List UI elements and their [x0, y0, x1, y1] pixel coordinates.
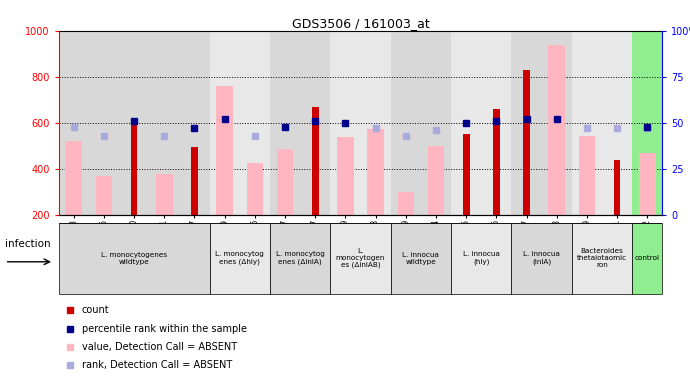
Text: percentile rank within the sample: percentile rank within the sample [81, 324, 246, 334]
Text: L. monocytog
enes (Δhly): L. monocytog enes (Δhly) [215, 252, 264, 265]
Bar [270, 223, 331, 294]
Bar [451, 31, 511, 215]
Bar [463, 134, 469, 215]
Bar [331, 223, 391, 294]
Bar [210, 31, 270, 215]
Text: value, Detection Call = ABSENT: value, Detection Call = ABSENT [81, 342, 237, 352]
Bar [397, 192, 414, 215]
Text: L. innocua
wildtype: L. innocua wildtype [402, 252, 440, 265]
Bar [337, 137, 354, 215]
Text: L. innocua
(inlA): L. innocua (inlA) [523, 252, 560, 265]
Bar [523, 70, 530, 215]
Bar [156, 174, 172, 215]
Bar [210, 223, 270, 294]
Bar [391, 31, 451, 215]
Bar [246, 164, 263, 215]
Bar [639, 153, 656, 215]
Text: count: count [81, 305, 109, 316]
Bar [428, 146, 444, 215]
Bar [579, 136, 595, 215]
Text: L. innocua
(hly): L. innocua (hly) [463, 252, 500, 265]
Bar [191, 147, 198, 215]
Bar [632, 31, 662, 215]
Bar [66, 141, 82, 215]
Bar [572, 223, 632, 294]
Text: rank, Detection Call = ABSENT: rank, Detection Call = ABSENT [81, 360, 232, 370]
Text: L. monocytogenes
wildtype: L. monocytogenes wildtype [101, 252, 167, 265]
Bar [59, 31, 210, 215]
Bar [549, 45, 565, 215]
Bar [391, 223, 451, 294]
Bar [131, 118, 137, 215]
Bar [96, 176, 112, 215]
Bar [451, 223, 511, 294]
Bar [493, 109, 500, 215]
Bar [217, 86, 233, 215]
Bar [277, 149, 293, 215]
Bar [511, 223, 572, 294]
Text: infection: infection [5, 239, 50, 249]
Bar [632, 223, 662, 294]
Bar [511, 31, 572, 215]
Text: L.
monocytogen
es (ΔinlAB): L. monocytogen es (ΔinlAB) [336, 248, 385, 268]
Text: control: control [635, 255, 660, 261]
Title: GDS3506 / 161003_at: GDS3506 / 161003_at [292, 17, 429, 30]
Bar [59, 223, 210, 294]
Bar [270, 31, 331, 215]
Bar [614, 160, 620, 215]
Bar [312, 107, 319, 215]
Bar [572, 31, 632, 215]
Bar [367, 129, 384, 215]
Text: L. monocytog
enes (ΔinlA): L. monocytog enes (ΔinlA) [276, 252, 324, 265]
Text: Bacteroides
thetaiotaomic
ron: Bacteroides thetaiotaomic ron [577, 248, 627, 268]
Bar [331, 31, 391, 215]
